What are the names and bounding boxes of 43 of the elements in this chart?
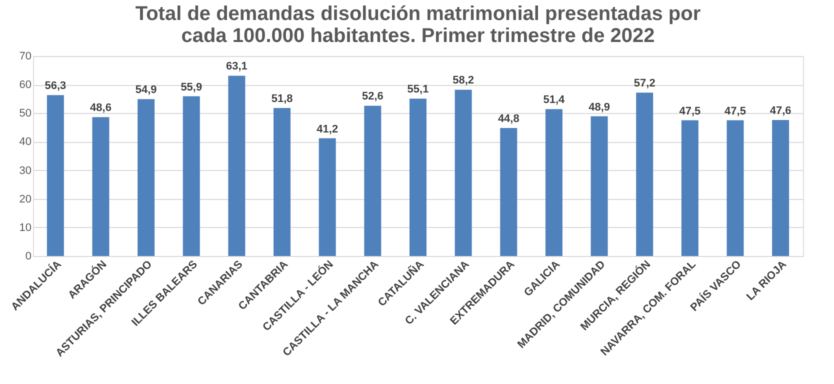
data-label: 63,1: [226, 60, 248, 73]
bar: [410, 98, 426, 256]
y-tick-label: 50: [19, 108, 32, 120]
bar: [46, 95, 64, 256]
bar: [318, 138, 336, 256]
data-label: 55,9: [180, 81, 202, 94]
bar: [545, 109, 562, 256]
bar: [92, 117, 110, 256]
data-label: 47,5: [724, 105, 746, 118]
bar: [182, 96, 200, 256]
bar: [364, 106, 382, 256]
bar: [454, 90, 472, 256]
data-label: 48,6: [90, 102, 112, 114]
bar: [726, 120, 744, 256]
bar: [590, 116, 608, 256]
data-label: 41,2: [316, 123, 338, 136]
bar: [228, 76, 246, 256]
data-label: 54,9: [135, 84, 157, 96]
bar: [138, 99, 155, 256]
data-label: 57,2: [634, 78, 656, 90]
y-tick-label: 70: [19, 50, 32, 62]
data-label: 52,6: [362, 90, 384, 103]
data-label: 48,9: [588, 101, 610, 114]
y-tick-label: 40: [19, 136, 32, 148]
bar: [681, 120, 698, 256]
data-label: 51,4: [543, 94, 566, 106]
data-label: 51,8: [271, 93, 293, 105]
y-tick-label: 0: [25, 250, 32, 262]
data-label: 58,2: [452, 74, 474, 87]
bar: [274, 108, 291, 256]
data-label: 44,8: [498, 113, 520, 125]
y-tick-label: 30: [19, 164, 32, 177]
data-label: 47,5: [679, 105, 701, 118]
bar: [636, 92, 654, 256]
bar: [500, 128, 518, 256]
y-tick-label: 10: [19, 222, 32, 234]
data-label: 47,6: [770, 105, 792, 117]
data-label: 55,1: [407, 84, 429, 96]
y-tick-label: 60: [19, 79, 32, 92]
y-tick-label: 20: [19, 193, 32, 206]
bar: [772, 120, 790, 256]
data-label: 56,3: [44, 80, 66, 92]
chart-title: Total de demandas disolución matrimonial presentadas por cada 100.000 habitantes. Primer trimestre de 2022: [135, 3, 701, 47]
